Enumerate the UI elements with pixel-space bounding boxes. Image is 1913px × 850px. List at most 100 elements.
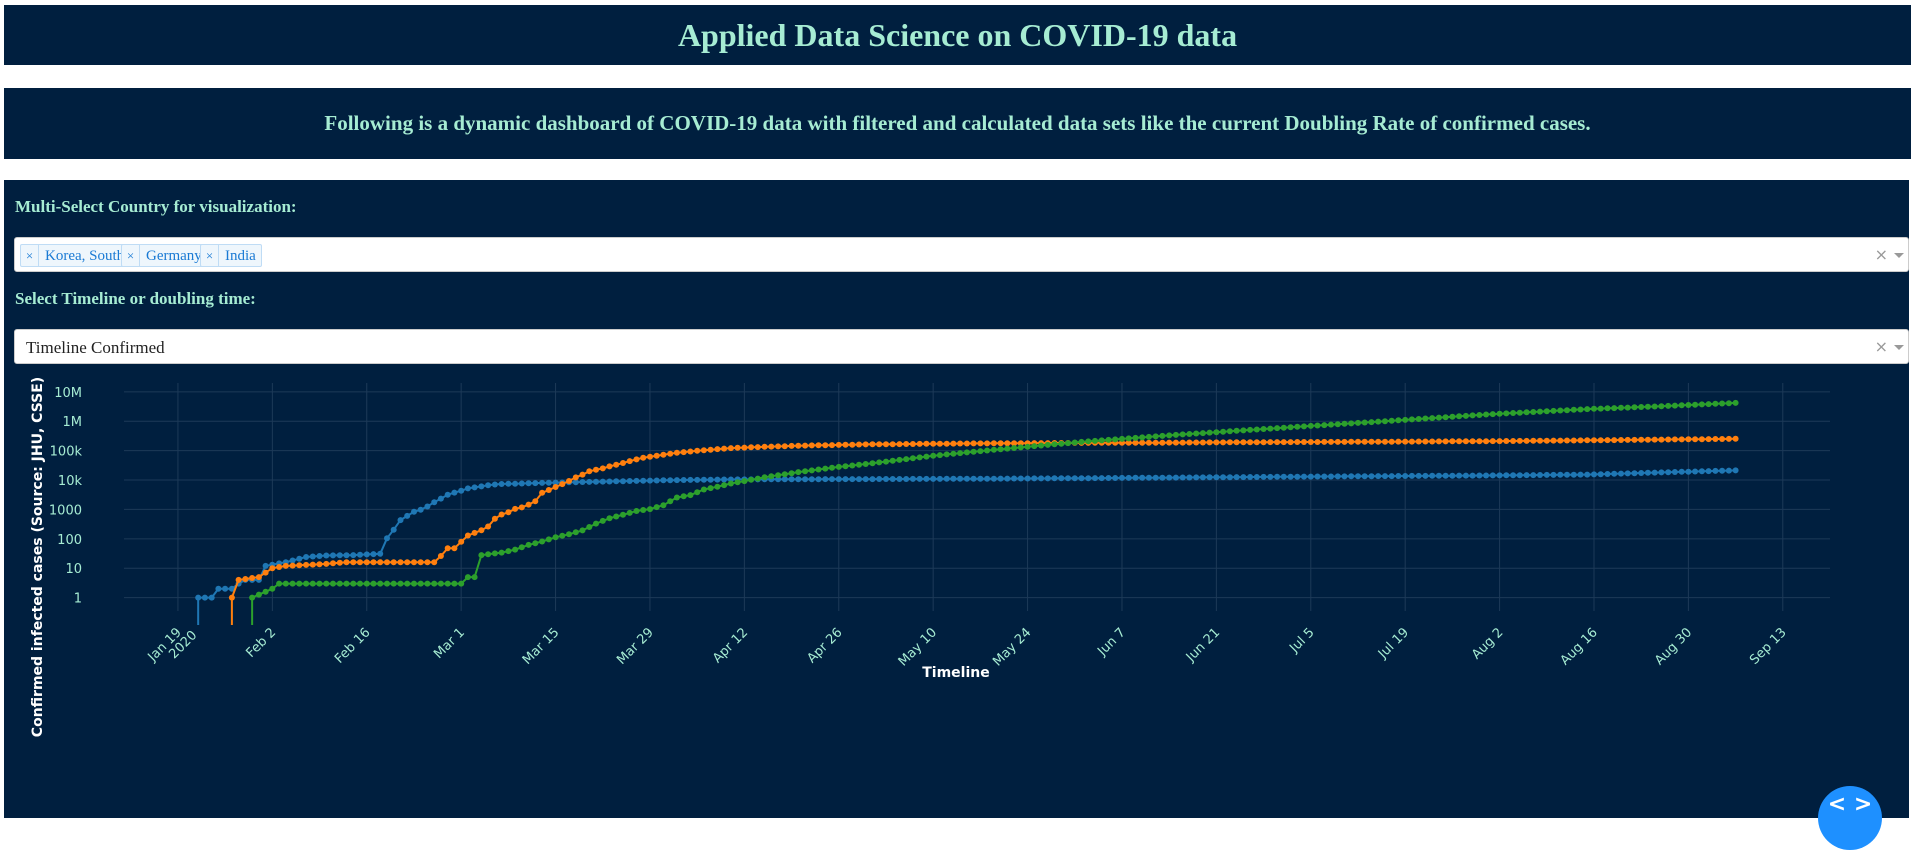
data-point[interactable] bbox=[451, 489, 458, 496]
data-point[interactable] bbox=[936, 452, 943, 459]
data-point[interactable] bbox=[282, 562, 289, 569]
data-point[interactable] bbox=[525, 541, 532, 548]
data-point[interactable] bbox=[566, 478, 572, 484]
data-point[interactable] bbox=[444, 545, 451, 552]
data-point[interactable] bbox=[357, 559, 363, 566]
data-point[interactable] bbox=[390, 526, 397, 533]
data-point[interactable] bbox=[1671, 436, 1678, 443]
data-point[interactable] bbox=[1422, 472, 1429, 479]
data-point[interactable] bbox=[896, 441, 903, 448]
data-point[interactable] bbox=[1705, 468, 1712, 475]
data-point[interactable] bbox=[1469, 472, 1476, 479]
data-point[interactable] bbox=[1166, 474, 1173, 481]
data-point[interactable] bbox=[1631, 436, 1638, 443]
data-point[interactable] bbox=[748, 476, 755, 483]
data-point[interactable] bbox=[370, 580, 377, 587]
data-point[interactable] bbox=[1314, 422, 1321, 429]
data-point[interactable] bbox=[1429, 415, 1436, 422]
data-point[interactable] bbox=[849, 476, 856, 483]
data-point[interactable] bbox=[1388, 438, 1395, 445]
data-point[interactable] bbox=[579, 479, 586, 485]
data-point[interactable] bbox=[498, 549, 505, 556]
data-point[interactable] bbox=[485, 551, 492, 558]
data-point[interactable] bbox=[1631, 404, 1638, 411]
data-point[interactable] bbox=[1692, 401, 1699, 408]
data-point[interactable] bbox=[1638, 470, 1645, 476]
data-point[interactable] bbox=[909, 455, 916, 462]
data-point[interactable] bbox=[1287, 439, 1294, 446]
data-point[interactable] bbox=[1341, 420, 1348, 427]
data-point[interactable] bbox=[1307, 439, 1314, 445]
data-point[interactable] bbox=[1611, 405, 1618, 412]
data-point[interactable] bbox=[593, 466, 599, 473]
data-point[interactable] bbox=[1065, 475, 1071, 482]
data-point[interactable] bbox=[1105, 475, 1112, 481]
data-point[interactable] bbox=[896, 476, 903, 482]
data-point[interactable] bbox=[1193, 430, 1200, 437]
data-point[interactable] bbox=[1348, 420, 1355, 427]
data-point[interactable] bbox=[505, 509, 512, 516]
data-point[interactable] bbox=[1213, 474, 1220, 481]
data-point[interactable] bbox=[1516, 437, 1523, 444]
data-point[interactable] bbox=[829, 442, 835, 449]
data-point[interactable] bbox=[1462, 438, 1469, 445]
data-point[interactable] bbox=[485, 523, 492, 530]
data-point[interactable] bbox=[808, 467, 815, 474]
data-point[interactable] bbox=[1462, 472, 1469, 479]
data-point[interactable] bbox=[1328, 421, 1334, 428]
data-point[interactable] bbox=[384, 580, 390, 587]
data-point[interactable] bbox=[269, 585, 276, 592]
data-point[interactable] bbox=[1408, 416, 1415, 423]
data-point[interactable] bbox=[309, 561, 316, 568]
data-point[interactable] bbox=[471, 484, 478, 491]
data-point[interactable] bbox=[883, 458, 889, 465]
data-point[interactable] bbox=[1375, 473, 1382, 480]
data-point[interactable] bbox=[1031, 443, 1038, 450]
data-point[interactable] bbox=[903, 441, 910, 447]
data-point[interactable] bbox=[795, 476, 802, 483]
data-point[interactable] bbox=[1085, 438, 1092, 445]
data-point[interactable] bbox=[984, 440, 991, 447]
data-point[interactable] bbox=[795, 469, 802, 476]
data-point[interactable] bbox=[1651, 469, 1658, 476]
data-point[interactable] bbox=[350, 580, 357, 587]
data-point[interactable] bbox=[869, 476, 876, 483]
data-point[interactable] bbox=[1712, 467, 1719, 474]
data-point[interactable] bbox=[734, 444, 741, 451]
data-point[interactable] bbox=[626, 478, 633, 484]
data-point[interactable] bbox=[1550, 471, 1557, 478]
data-point[interactable] bbox=[464, 574, 471, 581]
data-point[interactable] bbox=[754, 475, 761, 482]
data-point[interactable] bbox=[464, 532, 471, 539]
data-point[interactable] bbox=[1375, 418, 1382, 425]
data-point[interactable] bbox=[727, 480, 734, 487]
data-point[interactable] bbox=[296, 555, 303, 562]
data-point[interactable] bbox=[909, 441, 916, 447]
data-point[interactable] bbox=[1260, 473, 1267, 480]
data-point[interactable] bbox=[687, 476, 694, 483]
data-point[interactable] bbox=[977, 448, 984, 455]
data-point[interactable] bbox=[242, 576, 249, 582]
data-point[interactable] bbox=[491, 550, 498, 557]
data-point[interactable] bbox=[1537, 472, 1543, 478]
data-point[interactable] bbox=[1152, 474, 1159, 481]
data-point[interactable] bbox=[417, 559, 424, 566]
data-point[interactable] bbox=[255, 591, 262, 598]
data-point[interactable] bbox=[1631, 470, 1638, 477]
data-point[interactable] bbox=[990, 446, 997, 453]
data-point[interactable] bbox=[1065, 440, 1071, 447]
data-point[interactable] bbox=[923, 453, 930, 460]
data-point[interactable] bbox=[1233, 427, 1240, 434]
data-point[interactable] bbox=[1119, 435, 1125, 442]
data-point[interactable] bbox=[775, 443, 782, 450]
data-point[interactable] bbox=[1469, 438, 1476, 445]
data-point[interactable] bbox=[397, 580, 404, 587]
data-point[interactable] bbox=[1692, 436, 1699, 443]
data-point[interactable] bbox=[255, 574, 262, 581]
data-point[interactable] bbox=[330, 560, 336, 567]
data-point[interactable] bbox=[876, 441, 883, 448]
data-point[interactable] bbox=[303, 580, 310, 587]
data-point[interactable] bbox=[1429, 472, 1436, 479]
data-point[interactable] bbox=[957, 475, 964, 482]
data-point[interactable] bbox=[1152, 433, 1159, 440]
